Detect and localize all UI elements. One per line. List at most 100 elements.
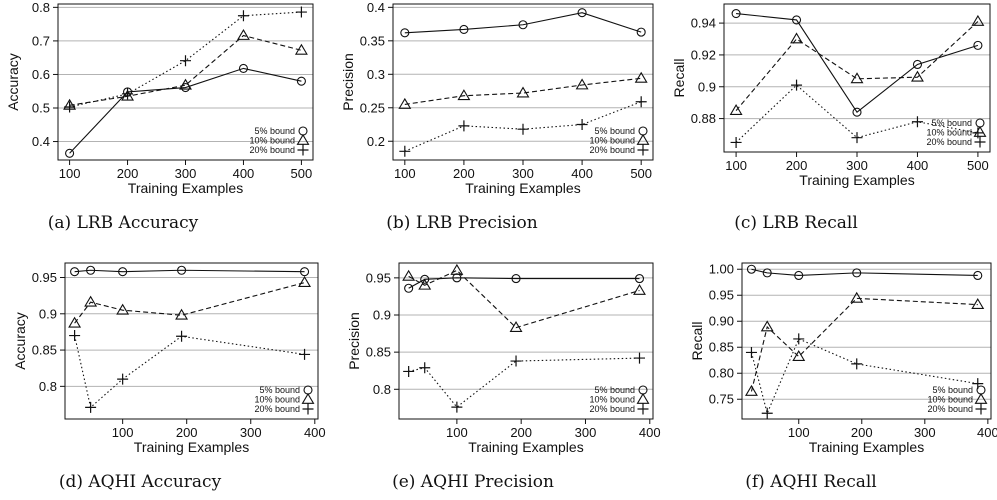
point-f-1-4 [971, 298, 985, 309]
legend-label-b-2: 20% bound [589, 145, 635, 155]
legend-label-b-1: 10% bound [589, 136, 635, 146]
point-d-1-1 [84, 295, 98, 307]
xtick-label-b-3: 400 [571, 166, 593, 181]
xtick-label-a-2: 300 [175, 166, 197, 181]
point-d-2-4 [299, 348, 311, 360]
point-c-2-3 [911, 116, 923, 128]
xtick-label-a-0: 100 [59, 166, 81, 181]
point-e-2-0 [403, 365, 415, 377]
legend-marker-c-0 [975, 118, 985, 128]
point-b-0-1 [459, 24, 469, 34]
point-a-0-0 [65, 148, 75, 158]
xtick-label-c-0: 100 [725, 158, 747, 173]
point-d-0-2 [118, 267, 128, 277]
point-f-2-3 [851, 358, 863, 370]
ytick-label-a-3: 0.7 [32, 33, 50, 48]
xtick-label-f-0: 100 [788, 425, 810, 440]
point-d-0-4 [299, 267, 310, 277]
point-c-1-3 [910, 70, 924, 82]
legend-label-c-2: 20% bound [926, 137, 972, 147]
point-b-2-4 [635, 96, 647, 108]
point-f-0-3 [852, 268, 862, 278]
ytick-label-c-3: 0.94 [691, 16, 716, 31]
point-d-0-3 [177, 265, 187, 275]
point-d-1-2 [116, 303, 130, 315]
legend-marker-c-2 [974, 136, 986, 148]
legend-marker-e-1 [636, 392, 650, 404]
ytick-label-d-3: 0.95 [32, 270, 57, 285]
plot-frame-f [741, 262, 992, 420]
legend-marker-d-0 [303, 385, 313, 395]
chart-e: 0.8 0.85 0.9 0.95 100 200 300 400 Training Examp… [346, 262, 661, 455]
ytick-label-e-2: 0.9 [373, 308, 391, 323]
series-line-b-0 [404, 12, 642, 34]
point-d-2-1 [85, 401, 97, 413]
point-d-0-0 [70, 267, 80, 277]
point-e-1-4 [633, 283, 646, 295]
point-d-1-0 [68, 316, 82, 328]
point-a-1-2 [179, 78, 192, 90]
series-line-f-0 [751, 268, 978, 277]
ytick-label-b-4: 0.4 [367, 0, 385, 15]
legend-marker-e-2 [637, 403, 649, 415]
ytick-label-f-1: 0.80 [709, 366, 734, 381]
ytick-label-b-3: 0.35 [360, 33, 385, 48]
legend-marker-a-1 [296, 133, 310, 145]
point-e-0-0 [404, 283, 414, 293]
legend-marker-f-1 [974, 392, 988, 404]
xtick-label-a-1: 200 [117, 166, 139, 181]
series-line-c-0 [736, 13, 979, 114]
ytick-label-e-3: 0.95 [366, 270, 391, 285]
ytick-label-c-2: 0.92 [691, 47, 716, 62]
legend-marker-b-1 [636, 133, 650, 145]
point-f-0-4 [973, 270, 983, 281]
point-e-1-2 [450, 263, 464, 275]
point-c-0-4 [973, 40, 983, 50]
series-line-c-1 [735, 21, 979, 111]
series-line-e-0 [408, 277, 640, 289]
ytick-label-a-1: 0.5 [32, 101, 50, 116]
ylabel-d: Accuracy [12, 312, 28, 370]
point-e-2-2 [451, 401, 463, 413]
point-c-0-0 [731, 8, 741, 19]
point-c-0-1 [791, 15, 802, 25]
point-d-2-3 [176, 330, 188, 342]
point-c-1-1 [790, 32, 804, 44]
xtick-label-e-3: 400 [639, 425, 661, 440]
xtick-label-e-1: 200 [510, 425, 532, 440]
legend-marker-d-1 [301, 392, 315, 404]
legend-marker-b-0 [638, 126, 648, 136]
point-a-2-4 [295, 6, 307, 18]
point-f-2-2 [793, 333, 805, 345]
xlabel-e: Training Examples [468, 439, 583, 455]
point-f-1-1 [760, 320, 774, 332]
point-a-2-0 [64, 101, 76, 113]
xtick-label-d-0: 100 [112, 425, 134, 440]
point-e-2-3 [510, 355, 522, 367]
legend-label-b-0: 5% bound [594, 126, 635, 136]
legend-label-c-1: 10% bound [926, 128, 972, 138]
point-f-0-1 [762, 268, 772, 278]
point-a-2-3 [237, 10, 249, 22]
point-a-1-3 [236, 28, 250, 40]
chart-b: 0.2 0.25 0.3 0.35 0.4 100 200 300 400 500 Training… [340, 0, 654, 196]
ytick-label-a-4: 0.8 [32, 0, 50, 15]
xtick-label-b-2: 300 [512, 166, 534, 181]
point-e-1-3 [509, 321, 523, 333]
caption-a: (a) LRB Accuracy [47, 213, 199, 233]
point-a-1-4 [294, 43, 308, 55]
point-b-1-0 [398, 97, 412, 109]
legend-marker-f-2 [975, 403, 987, 415]
chart-f: 0.75 0.80 0.85 0.90 0.95 1.00 100 200 300 400 Trai… [689, 262, 997, 455]
point-e-0-3 [511, 274, 521, 284]
ylabel-b: Precision [340, 53, 356, 111]
point-b-0-4 [636, 27, 646, 37]
legend-label-d-0: 5% bound [259, 385, 300, 395]
ytick-label-f-2: 0.85 [709, 340, 734, 355]
ytick-label-a-2: 0.6 [32, 67, 50, 82]
point-b-0-0 [400, 28, 410, 38]
legend-label-e-2: 20% bound [589, 404, 635, 414]
xtick-label-f-2: 300 [914, 425, 936, 440]
point-b-2-2 [517, 123, 529, 135]
